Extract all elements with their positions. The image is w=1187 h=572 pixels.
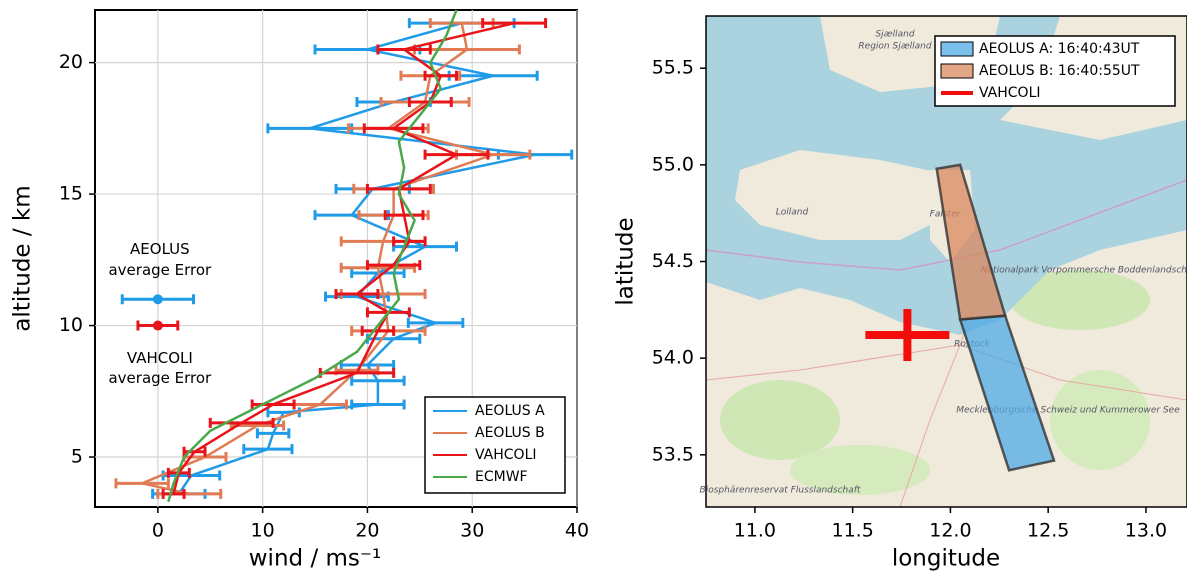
y-tick-label: 53.5 — [652, 443, 694, 465]
x-tick-label: 40 — [565, 520, 589, 542]
x-axis-label: wind / ms⁻¹ — [249, 546, 382, 572]
legend-label: VAHCOLI — [979, 85, 1041, 101]
y-tick-label: 55.5 — [652, 57, 694, 79]
x-tick-label: 0 — [152, 520, 164, 542]
y-tick-label: 54.5 — [652, 250, 694, 272]
legend-label: AEOLUS A — [475, 403, 545, 419]
page: 0 10 20 30 40 5 10 15 20 wind / ms⁻¹ altitude / km… — [0, 0, 1187, 572]
average-point — [153, 294, 163, 304]
annotation: AEOLUS — [130, 240, 190, 258]
x-tick-label: 20 — [355, 520, 379, 542]
y-tick-label: 54.0 — [652, 347, 694, 369]
x-axis-label: longitude — [892, 546, 1000, 572]
map-label: Nationalpark Vorpommersche Boddenlandsch… — [981, 266, 1187, 276]
legend-label: ECMWF — [475, 469, 528, 485]
y-tick-label: 15 — [59, 183, 83, 205]
x-tick-label: 11.0 — [734, 520, 776, 542]
y-tick-label: 5 — [71, 446, 83, 468]
y-tick-label: 20 — [59, 51, 83, 73]
y-tick-label: 10 — [59, 314, 83, 336]
legend-label: AEOLUS A: 16:40:43UT — [979, 41, 1140, 57]
map-label: Sjælland — [875, 30, 914, 40]
y-axis-label: latitude — [613, 217, 639, 305]
legend-label: VAHCOLI — [475, 447, 537, 463]
map-label: Region Sjælland — [858, 42, 931, 52]
x-tick-label: 10 — [251, 520, 275, 542]
legend-label: AEOLUS B: 16:40:55UT — [979, 63, 1140, 79]
annotation: VAHCOLI — [127, 349, 193, 367]
annotation: average Error — [108, 369, 212, 387]
map-label: Biosphärenreservat Flusslandschaft — [700, 486, 861, 496]
y-axis-label: altitude / km — [10, 185, 36, 331]
legend-swatch — [941, 64, 973, 78]
x-tick-label: 13.0 — [1125, 520, 1167, 542]
legend-label: AEOLUS B — [475, 425, 545, 441]
figure: 0 10 20 30 40 5 10 15 20 wind / ms⁻¹ altitude / km… — [0, 0, 1187, 572]
x-tick-label: 11.5 — [831, 520, 873, 542]
annotation: average Error — [108, 261, 212, 279]
legend-swatch — [941, 42, 973, 56]
x-tick-label: 12.5 — [1027, 520, 1069, 542]
profile-line — [168, 10, 456, 502]
x-tick-label: 30 — [460, 520, 484, 542]
y-tick-label: 55.0 — [652, 153, 694, 175]
map-label: Lolland — [776, 208, 809, 218]
average-point — [153, 321, 163, 331]
x-tick-label: 12.0 — [929, 520, 971, 542]
